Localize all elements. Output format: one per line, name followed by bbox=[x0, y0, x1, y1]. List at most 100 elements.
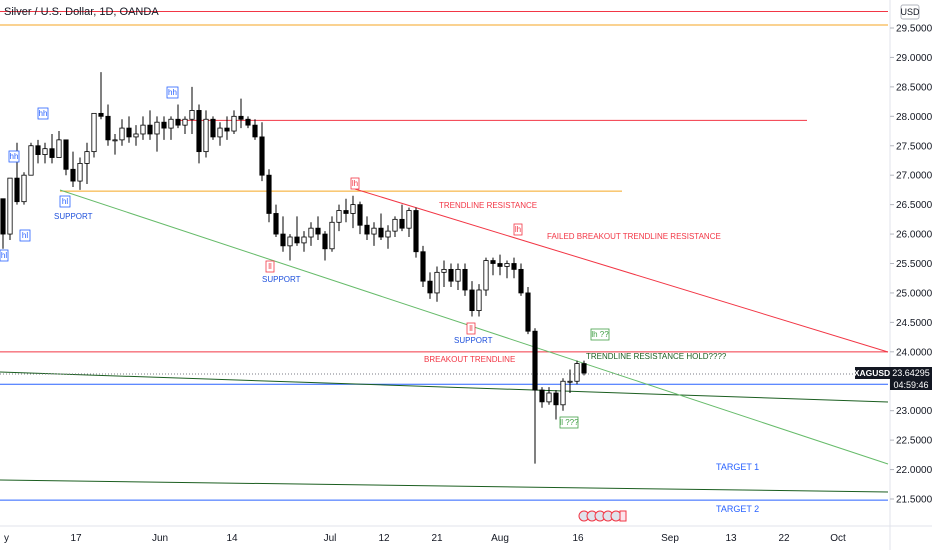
candle-body bbox=[266, 174, 272, 214]
candle bbox=[581, 360, 587, 376]
candle bbox=[56, 131, 62, 158]
support-text[interactable]: SUPPORT bbox=[262, 275, 301, 284]
candle-body bbox=[420, 251, 426, 282]
pivot-box-lh[interactable] bbox=[513, 223, 523, 236]
candle-body bbox=[497, 263, 503, 267]
candle bbox=[455, 263, 461, 290]
pivot-box-lh[interactable] bbox=[350, 177, 360, 190]
pivot-box-hl[interactable] bbox=[19, 229, 31, 242]
candle bbox=[91, 112, 97, 158]
candle-body bbox=[322, 233, 328, 250]
candle-body bbox=[49, 148, 55, 158]
pivot-label: lh bbox=[515, 225, 521, 234]
trendline-resistance-text[interactable]: TRENDLINE RESISTANCE bbox=[439, 201, 537, 210]
event-more-icon[interactable] bbox=[619, 510, 627, 522]
red-resistance-trendline[interactable] bbox=[354, 188, 889, 353]
candle-body bbox=[378, 227, 384, 238]
candle bbox=[203, 110, 209, 158]
candle bbox=[560, 378, 566, 411]
candle-body bbox=[385, 230, 391, 238]
candle-body bbox=[217, 127, 223, 138]
candle bbox=[252, 119, 258, 140]
candle bbox=[210, 116, 216, 140]
candle-body bbox=[504, 263, 510, 267]
pivot-box-hh[interactable] bbox=[37, 107, 49, 120]
candle-body bbox=[448, 268, 454, 282]
candle bbox=[329, 216, 335, 252]
candle-body bbox=[427, 280, 433, 294]
pivot-label: hl bbox=[1, 251, 7, 260]
candle-body bbox=[224, 127, 230, 132]
pivot-labels: hh hh hh hl hl hl lh lh ll ll lh ?? ll ?… bbox=[0, 86, 610, 429]
pivot-box-lh-question[interactable] bbox=[590, 328, 610, 341]
candle bbox=[7, 177, 13, 240]
x-tick-label: Oct bbox=[830, 533, 846, 544]
pivot-label: lh ?? bbox=[591, 330, 609, 339]
candle-body bbox=[399, 218, 405, 229]
pivot-box-hl[interactable] bbox=[0, 249, 9, 262]
candle bbox=[35, 139, 41, 164]
y-tick-label: 28.50000 bbox=[896, 82, 932, 93]
currency-button[interactable] bbox=[900, 4, 920, 20]
candle bbox=[315, 216, 321, 240]
x-tick-label: Jun bbox=[152, 533, 168, 544]
pivot-box-ll[interactable] bbox=[265, 260, 275, 273]
candle bbox=[350, 195, 356, 229]
candle bbox=[497, 254, 503, 276]
candle bbox=[42, 142, 48, 164]
pivot-box-hh[interactable] bbox=[8, 150, 20, 163]
breakout-trendline-text[interactable]: BREAKOUT TRENDLINE bbox=[424, 355, 515, 364]
candle-body bbox=[42, 148, 48, 155]
pivot-box-hl[interactable] bbox=[59, 195, 71, 208]
support-text[interactable]: SUPPORT bbox=[454, 336, 493, 345]
candle-body bbox=[560, 380, 566, 406]
x-tick-label: 13 bbox=[725, 533, 737, 544]
x-tick-label: 12 bbox=[378, 533, 390, 544]
candle-body bbox=[546, 392, 552, 403]
candle bbox=[462, 263, 468, 296]
failed-breakout-text[interactable]: FAILED BREAKOUT TRENDLINE RESISTANCE bbox=[547, 232, 721, 241]
chart-title: Silver / U.S. Dollar, 1D, OANDA bbox=[4, 6, 159, 18]
y-tick-label: 21.50000 bbox=[896, 495, 932, 506]
pivot-box-ll-question[interactable] bbox=[559, 416, 579, 429]
candle-body bbox=[14, 177, 20, 203]
candle bbox=[112, 133, 118, 155]
candle-body bbox=[574, 363, 580, 382]
time-axis-labels: y 17 Jun 14 Jul 12 21 Aug 16 Sep 13 22 O… bbox=[4, 533, 846, 544]
x-tick-label: Aug bbox=[491, 533, 509, 544]
candle-body bbox=[84, 151, 90, 164]
x-tick-label: 22 bbox=[778, 533, 790, 544]
green-trendline-lower[interactable] bbox=[0, 479, 889, 493]
target-2-text[interactable]: TARGET 2 bbox=[716, 504, 759, 514]
trendline-hold-text[interactable]: TRENDLINE RESISTANCE HOLD???? bbox=[586, 352, 727, 361]
candle bbox=[378, 213, 384, 240]
candle-body bbox=[301, 236, 307, 244]
countdown-badge bbox=[890, 379, 932, 390]
target-1-text[interactable]: TARGET 1 bbox=[716, 462, 759, 472]
candle bbox=[77, 157, 83, 190]
y-tick-label: 29.50000 bbox=[896, 24, 932, 35]
pivot-label: hh bbox=[39, 109, 48, 118]
candle bbox=[301, 231, 307, 252]
pivot-box-hh[interactable] bbox=[166, 86, 179, 99]
candle-body bbox=[357, 204, 363, 226]
pivot-label: ll ??? bbox=[559, 418, 579, 427]
candle-body bbox=[483, 260, 489, 291]
candle-body bbox=[77, 163, 83, 182]
candle-body bbox=[350, 204, 356, 214]
candle-body bbox=[35, 145, 41, 155]
support-text[interactable]: SUPPORT bbox=[54, 212, 93, 221]
green-trendline-upper[interactable] bbox=[0, 371, 889, 403]
y-tick-label: 24.00000 bbox=[896, 347, 932, 358]
x-tick-label: Sep bbox=[661, 533, 679, 544]
candle-body bbox=[21, 174, 27, 203]
candle-body bbox=[252, 124, 258, 138]
pivot-box-ll[interactable] bbox=[466, 322, 476, 335]
y-tick-label: 24.50000 bbox=[896, 318, 932, 329]
economic-events[interactable] bbox=[578, 510, 627, 522]
candle bbox=[70, 151, 76, 187]
price-axis-panel[interactable] bbox=[890, 0, 932, 550]
candle-body bbox=[280, 233, 286, 247]
candle-body bbox=[147, 124, 153, 135]
